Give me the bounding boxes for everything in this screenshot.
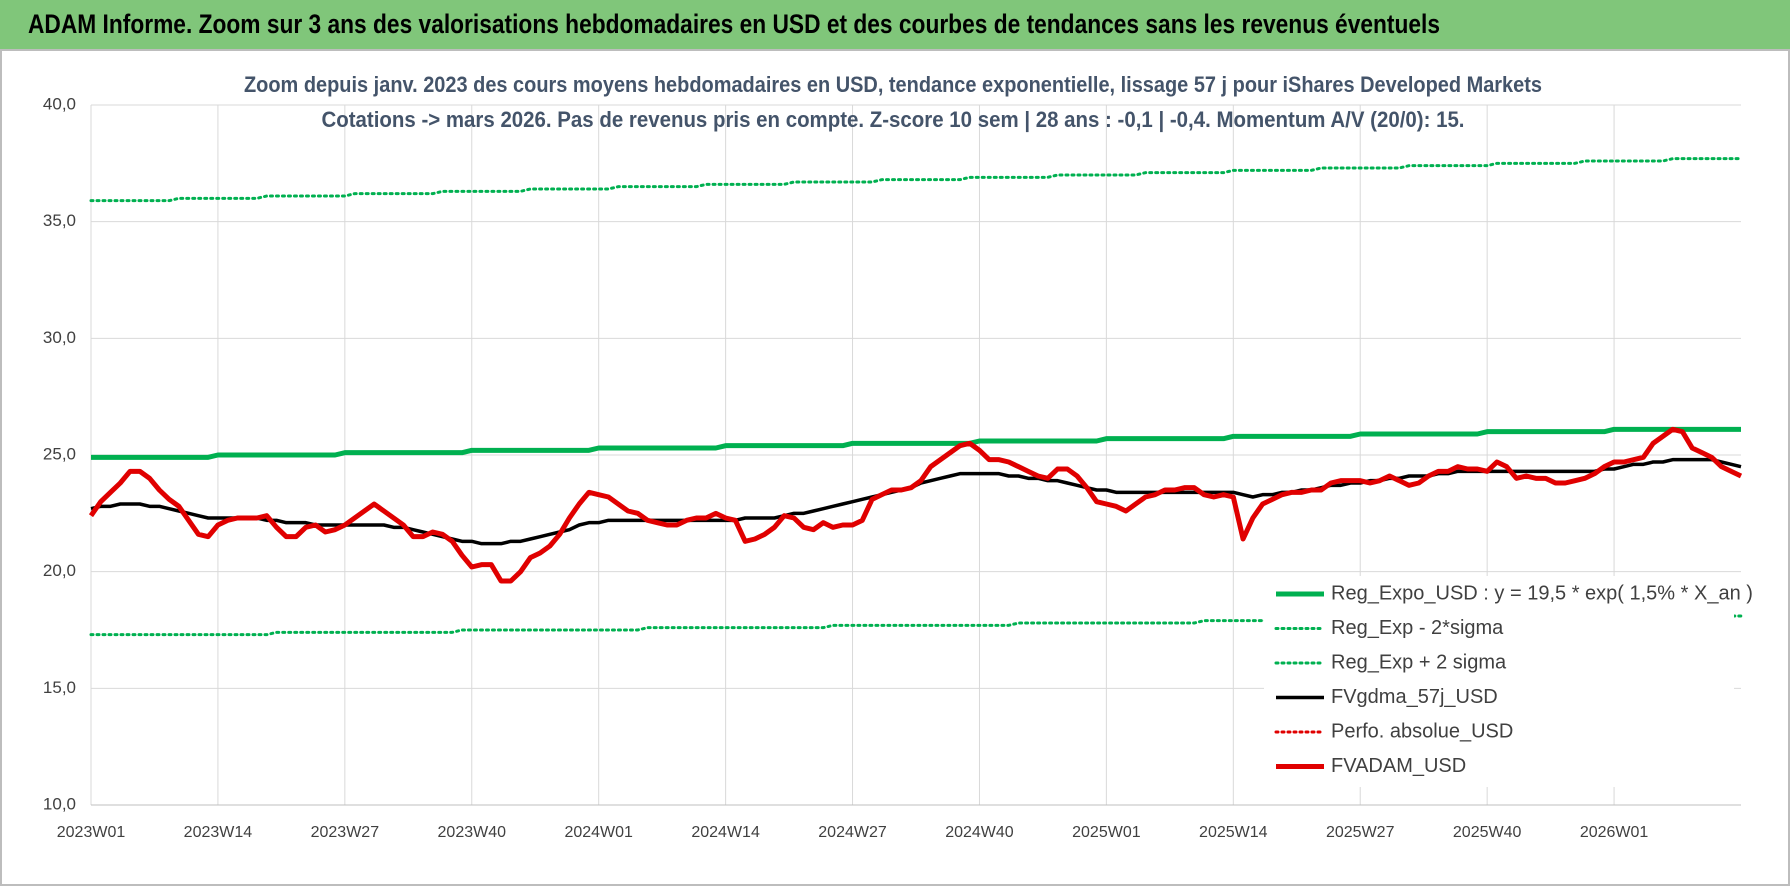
- y-tick-label: 25,0: [43, 444, 76, 463]
- x-tick-label: 2025W40: [1453, 824, 1522, 841]
- legend-label: FVgdma_57j_USD: [1331, 686, 1498, 708]
- x-tick-label: 2024W40: [945, 824, 1014, 841]
- legend-label: Reg_Exp - 2*sigma: [1331, 617, 1504, 639]
- chart-subtitle: Cotations -> mars 2026. Pas de revenus p…: [322, 107, 1465, 132]
- chart-title: Zoom depuis janv. 2023 des cours moyens …: [244, 72, 1542, 97]
- x-tick-label: 2024W27: [818, 824, 887, 841]
- x-tick-label: 2023W27: [311, 824, 380, 841]
- y-tick-label: 20,0: [43, 561, 76, 580]
- x-tick-label: 2023W40: [438, 824, 507, 841]
- legend-label: FVADAM_USD: [1331, 755, 1466, 777]
- y-tick-label: 40,0: [43, 94, 76, 113]
- x-tick-label: 2025W27: [1326, 824, 1395, 841]
- series-line: [88, 426, 1743, 584]
- y-tick-label: 30,0: [43, 328, 76, 347]
- y-tick-label: 15,0: [43, 678, 76, 697]
- header-title: ADAM Informe. Zoom sur 3 ans des valoris…: [28, 9, 1440, 39]
- x-tick-label: 2023W14: [184, 824, 253, 841]
- x-tick-label: 2024W01: [564, 824, 633, 841]
- legend-box: [1264, 576, 1734, 787]
- series-line: [91, 426, 1741, 460]
- x-tick-label: 2023W01: [57, 824, 126, 841]
- x-tick-label: 2024W14: [691, 824, 760, 841]
- legend-label: Reg_Exp + 2 sigma: [1331, 651, 1507, 673]
- x-tick-label: 2025W14: [1199, 824, 1268, 841]
- legend-label: Perfo. absolue_USD: [1331, 720, 1513, 742]
- x-tick-label: 2025W01: [1072, 824, 1141, 841]
- y-tick-label: 35,0: [43, 211, 76, 230]
- y-tick-label: 10,0: [43, 794, 76, 813]
- x-tick-label: 2026W01: [1580, 824, 1649, 841]
- series-line: [89, 157, 1743, 203]
- header-bar: [0, 0, 1790, 50]
- legend-label: Reg_Expo_USD : y = 19,5 * exp( 1,5% * X_…: [1331, 582, 1753, 604]
